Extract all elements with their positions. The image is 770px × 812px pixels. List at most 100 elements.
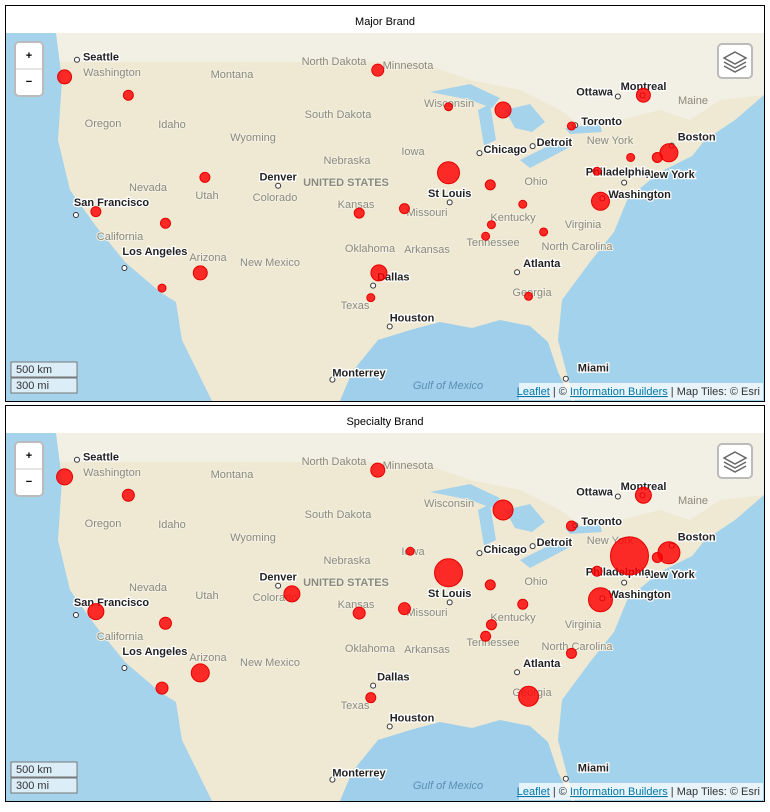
city-label: Atlanta [523, 258, 561, 270]
region-label: Iowa [401, 146, 425, 158]
city-dot [529, 543, 536, 550]
attribution-part[interactable]: Leaflet [517, 386, 550, 398]
region-label: California [97, 231, 144, 243]
region-label: Texas [341, 300, 370, 312]
region-label: Wisconsin [424, 498, 474, 510]
panel-title: Specialty Brand [346, 416, 423, 428]
city-label: San Francisco [74, 597, 149, 609]
bubble [437, 161, 461, 185]
zoom-out[interactable]: − [26, 76, 32, 88]
region-label: Arizona [189, 252, 227, 264]
attribution-part[interactable]: Information Builders [570, 386, 668, 398]
region-label: Washington [83, 467, 141, 479]
bubble [365, 692, 377, 704]
atlantic [558, 95, 764, 401]
region-label: Arkansas [404, 244, 450, 256]
region-label: New Mexico [240, 657, 300, 669]
zoom-control: +− [14, 441, 44, 497]
bubble [590, 191, 610, 211]
city-label: San Francisco [74, 197, 149, 209]
region-label: Washington [83, 67, 141, 79]
scale-label: 300 mi [16, 780, 49, 792]
city-label: Boston [678, 532, 716, 544]
layers-icon [722, 51, 748, 73]
panel-title: Major Brand [355, 16, 415, 28]
region-label: Virginia [565, 619, 602, 631]
bubble [397, 602, 411, 616]
city-label: Atlanta [523, 658, 561, 670]
bubble [155, 681, 169, 695]
city-label: Toronto [581, 116, 622, 128]
city-label: Seattle [83, 52, 119, 64]
bubble [591, 565, 603, 577]
region-label: Georgia [512, 287, 552, 299]
bubble [434, 558, 464, 588]
city-dot [386, 723, 393, 730]
bubble [518, 199, 528, 209]
city-label: Detroit [537, 537, 573, 549]
attribution-part: | Map Tiles: © Esri [668, 386, 760, 398]
city-label: Los Angeles [122, 646, 187, 658]
bubble [370, 462, 386, 478]
bubble [518, 685, 540, 707]
scale-label: 500 km [16, 364, 52, 376]
layers-button[interactable] [717, 443, 753, 479]
attribution: Leaflet | © Information Builders | Map T… [517, 786, 760, 798]
city-dot [562, 375, 569, 382]
scale-box [10, 777, 78, 794]
bubble [352, 606, 366, 620]
zoom-in[interactable]: + [26, 450, 32, 462]
country-label: UNITED STATES [303, 577, 389, 589]
bubble [405, 546, 415, 556]
bubble [159, 217, 171, 229]
city-dot [370, 282, 377, 289]
city-dot [514, 269, 521, 276]
city-dot [73, 56, 80, 63]
layers-button[interactable] [717, 43, 753, 79]
city-dot [73, 456, 80, 463]
region-label: North Dakota [302, 56, 368, 68]
zoom-control: +− [14, 41, 44, 97]
bubble [486, 220, 496, 230]
region-label: Kansas [338, 199, 375, 211]
bubble [609, 536, 649, 576]
region-label: Kentucky [490, 612, 536, 624]
bubble [87, 603, 105, 621]
bubble [444, 102, 454, 112]
scale-label: 300 mi [16, 380, 49, 392]
zoom-out[interactable]: − [26, 476, 32, 488]
bubble [157, 283, 167, 293]
city-label: Dallas [377, 672, 409, 684]
city-label: New York [646, 569, 696, 581]
bubble [651, 151, 663, 163]
city-label: Ottawa [576, 86, 614, 98]
atlantic [558, 495, 764, 801]
bubble [122, 89, 134, 101]
region-label: Arizona [189, 652, 227, 664]
attribution: Leaflet | © Information Builders | Map T… [517, 386, 760, 398]
zoom-in[interactable]: + [26, 50, 32, 62]
attribution-part[interactable]: Leaflet [517, 786, 550, 798]
city-label: St Louis [428, 188, 471, 200]
city-label: Detroit [537, 137, 573, 149]
attribution-part[interactable]: Information Builders [570, 786, 668, 798]
city-label: Seattle [83, 452, 119, 464]
region-label: Oregon [85, 518, 122, 530]
city-dot [446, 199, 453, 206]
city-dot [329, 776, 336, 783]
attribution-bg [519, 383, 763, 400]
bubble [492, 499, 514, 521]
region-label: New Mexico [240, 257, 300, 269]
attribution-part: | Map Tiles: © Esri [668, 786, 760, 798]
layers-icon [722, 451, 748, 473]
region-label: Montana [211, 69, 255, 81]
region-label: Ohio [524, 176, 547, 188]
region-label: Oregon [85, 118, 122, 130]
great-lakes [430, 484, 602, 568]
attribution-bg [519, 783, 763, 800]
bubble [634, 486, 652, 504]
city-label: Philadelphia [586, 167, 652, 179]
bubble [485, 619, 497, 631]
